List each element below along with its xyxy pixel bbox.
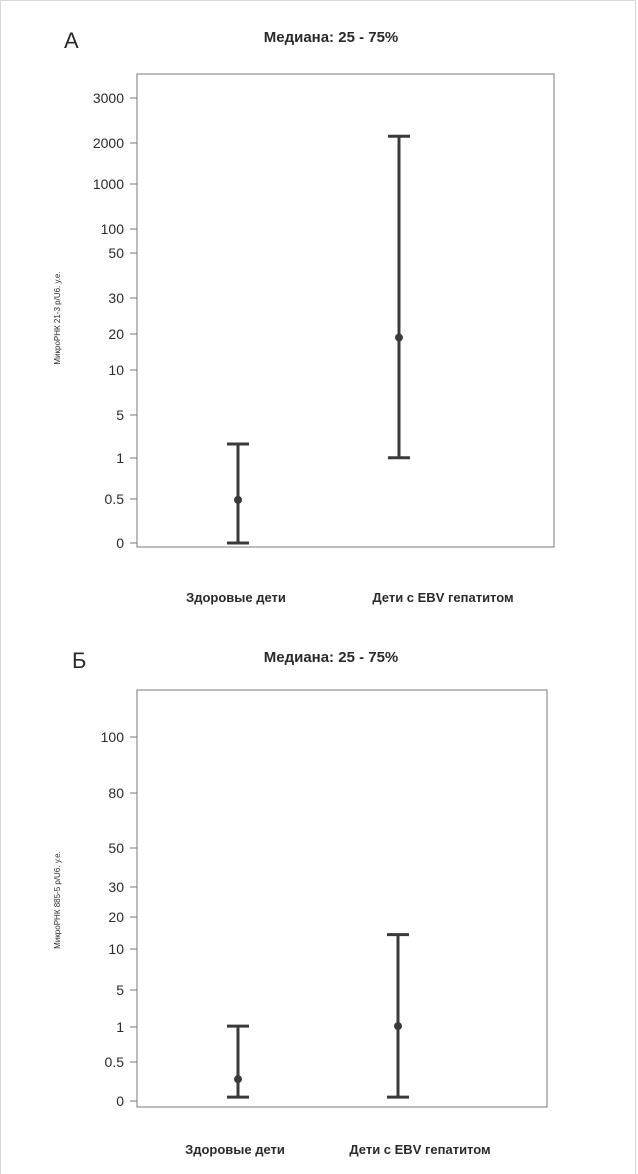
panel-a-y-axis-label: МикроРНК 21-3 p/U6. у.е. <box>53 271 62 364</box>
panel-b-y-tick-label: 30 <box>108 879 124 895</box>
panel-a-y-tick-label: 1000 <box>93 176 124 192</box>
panel-b-median-point <box>234 1075 242 1084</box>
panel-a-y-tick-label: 50 <box>108 245 124 261</box>
panel-b-error-bars <box>227 933 409 1099</box>
panel-b: Б Медиана: 25 - 75% МикроРНК 885-5 p/U6.… <box>53 648 548 1157</box>
panel-b-median-point <box>394 1022 402 1031</box>
panel-b-y-tick-label: 100 <box>101 729 125 745</box>
panel-b-y-tick-label: 0.5 <box>105 1054 125 1070</box>
panel-a-y-ticks: 3000 2000 1000 100 50 30 20 10 5 1 0.5 0 <box>93 90 137 551</box>
panel-b-plot-area <box>136 689 548 1108</box>
panel-a-y-tick-label: 0.5 <box>105 491 125 507</box>
panel-b-y-tick-label: 80 <box>108 785 124 801</box>
panel-a-median-point <box>395 333 403 342</box>
panel-b-letter: Б <box>72 648 86 673</box>
panel-b-y-tick-label: 0 <box>116 1093 124 1109</box>
panel-b-y-ticks: 100 80 50 30 20 10 5 1 0.5 0 <box>101 729 137 1109</box>
panel-a-y-tick-label: 30 <box>108 290 124 306</box>
panel-a-title: Медиана: 25 - 75% <box>264 29 399 46</box>
panel-b-y-tick-label: 50 <box>108 840 124 856</box>
panel-b-y-tick-label: 10 <box>108 941 124 957</box>
panel-a-plot-area <box>136 73 555 548</box>
panel-b-y-axis-label: МикроРНК 885-5 p/U6. у.е. <box>53 851 62 949</box>
panel-a-y-tick-label: 3000 <box>93 90 124 106</box>
panel-b-y-tick-label: 1 <box>116 1019 124 1035</box>
panel-a-letter: А <box>64 28 79 53</box>
panel-a: А Медиана: 25 - 75% МикроРНК 21-3 p/U6. … <box>53 28 555 605</box>
panel-b-y-tick-label: 20 <box>108 909 124 925</box>
panel-a-y-tick-label: 0 <box>116 535 124 551</box>
panel-a-error-bars <box>227 134 410 545</box>
panel-a-y-tick-label: 1 <box>116 450 124 466</box>
panel-a-category-label-ebv: Дети с EBV гепатитом <box>372 590 513 605</box>
panel-a-category-label-healthy: Здоровые дети <box>186 590 286 605</box>
panel-a-y-tick-label: 100 <box>101 221 125 237</box>
panel-b-category-label-healthy: Здоровые дети <box>185 1142 285 1157</box>
panel-a-y-tick-label: 20 <box>108 326 124 342</box>
panel-b-category-label-ebv: Дети с EBV гепатитом <box>349 1142 490 1157</box>
panel-a-y-tick-label: 5 <box>116 407 124 423</box>
panel-a-y-tick-label: 2000 <box>93 135 124 151</box>
panel-b-y-tick-label: 5 <box>116 982 124 998</box>
panel-b-title: Медиана: 25 - 75% <box>264 649 399 666</box>
panel-a-y-tick-label: 10 <box>108 362 124 378</box>
panel-a-median-point <box>234 495 242 504</box>
